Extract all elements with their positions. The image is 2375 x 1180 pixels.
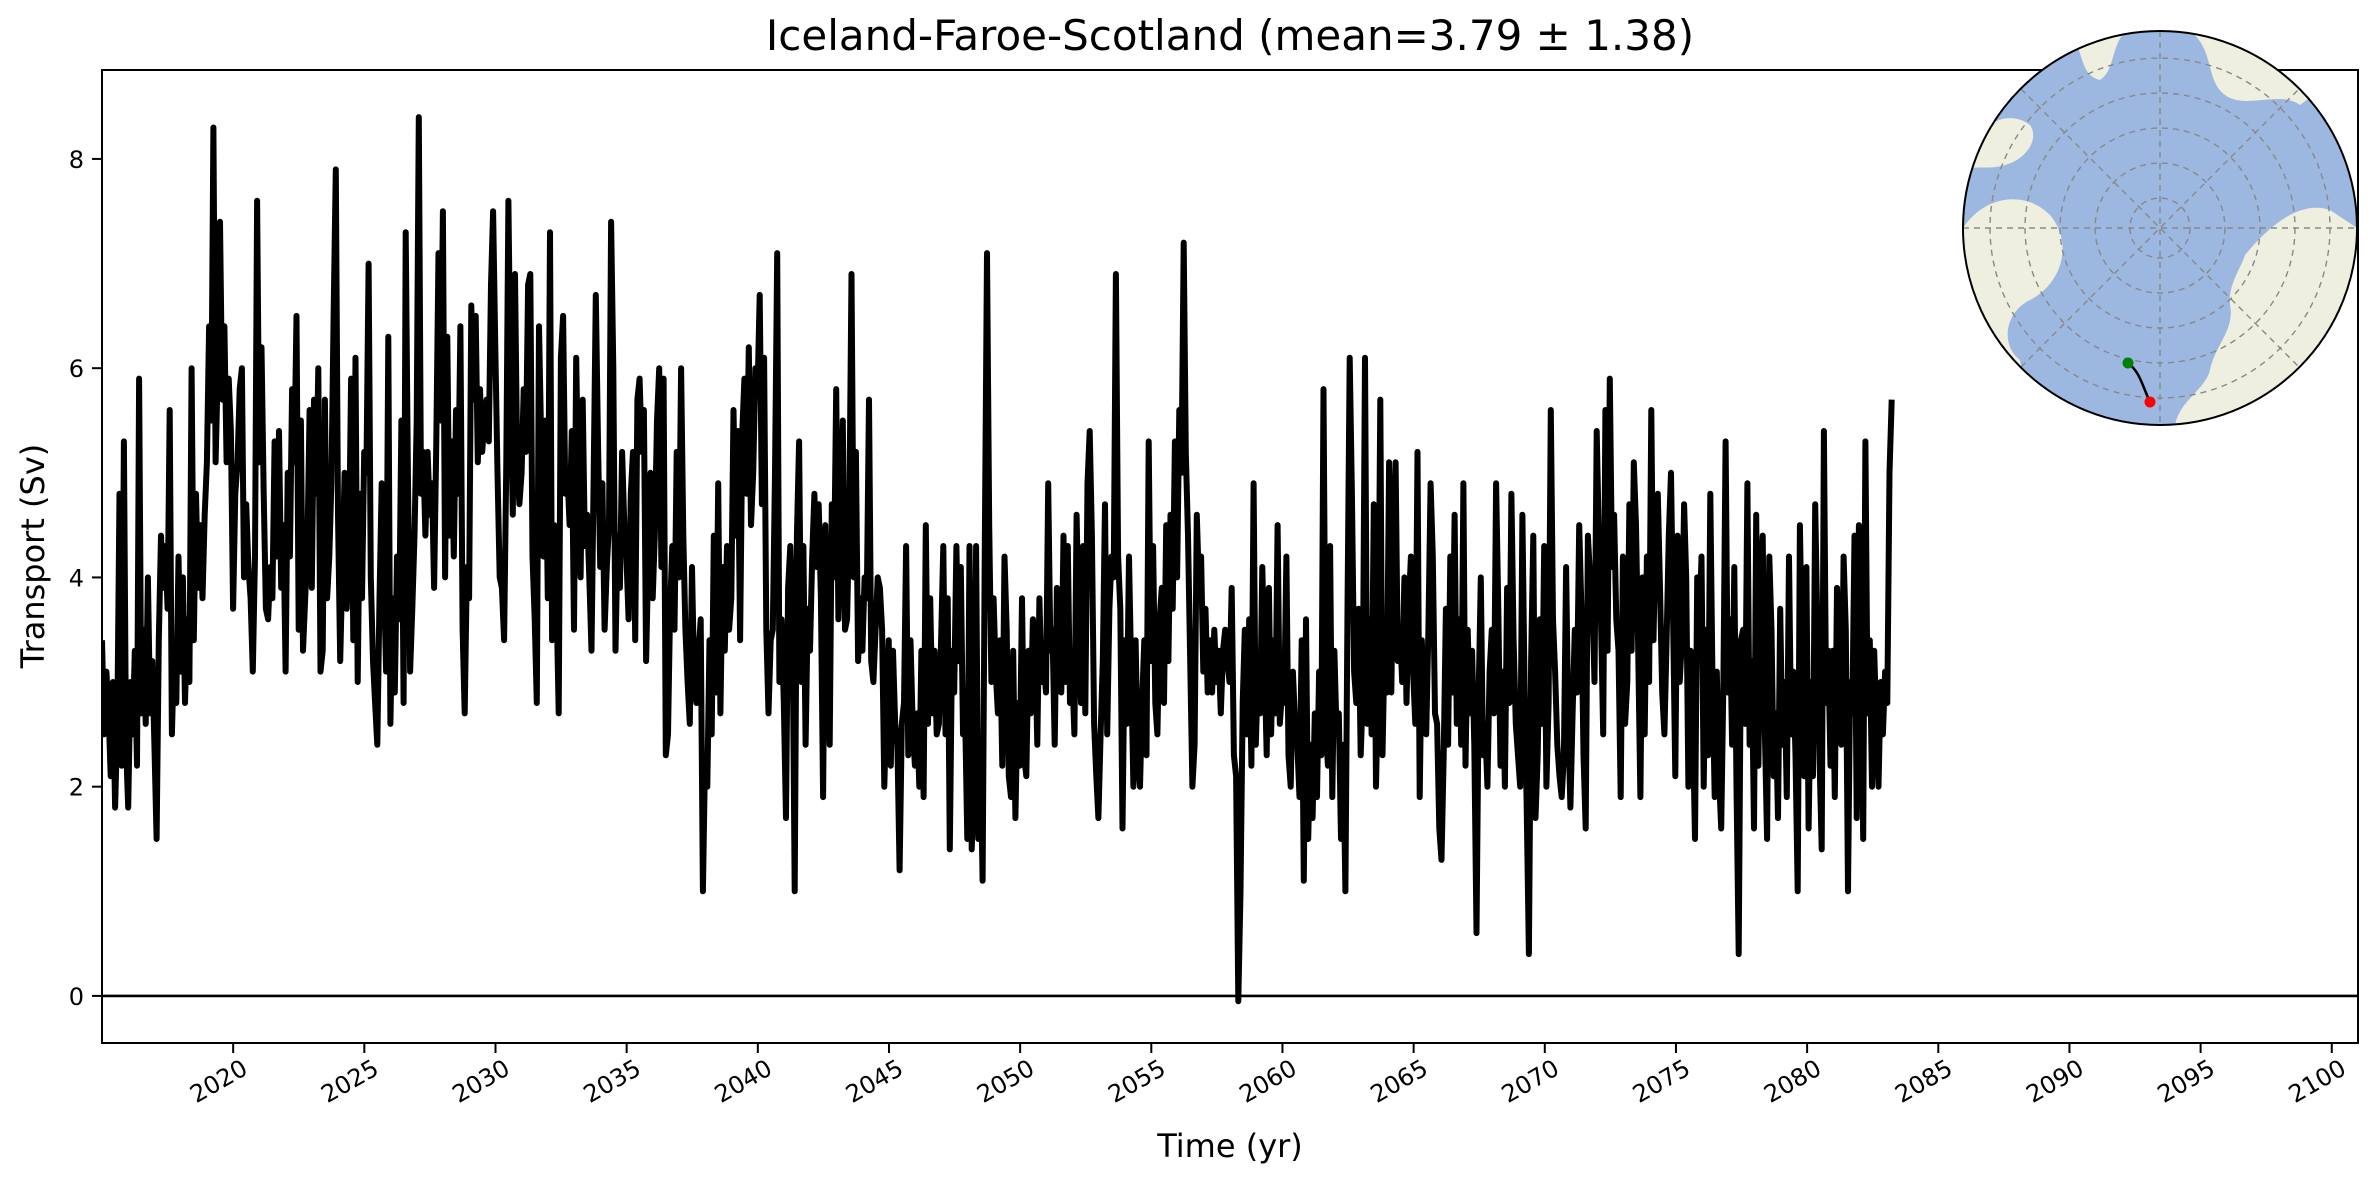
x-tick-label: 2090	[2022, 1054, 2089, 1109]
inset-globe-map	[1962, 30, 2358, 426]
y-axis-ticks: 0 2 4 6 8	[69, 146, 102, 1011]
x-tick-label: 2050	[972, 1054, 1039, 1109]
globe-outline	[1962, 30, 2358, 426]
y-tick-label: 8	[69, 146, 84, 174]
x-tick-label: 2045	[841, 1054, 908, 1109]
x-tick-label: 2100	[2284, 1054, 2351, 1109]
x-axis-ticks: 2020 2025 2030 2035 2040 2045 2050 2055 2060 2065…	[185, 1043, 2351, 1109]
series-line	[102, 114, 1895, 1005]
series-points	[102, 117, 1892, 1002]
x-tick-label: 2060	[1235, 1054, 1302, 1109]
x-tick-label: 2095	[2153, 1054, 2220, 1109]
y-tick-label: 0	[69, 983, 84, 1011]
section-end-marker	[2144, 396, 2156, 408]
x-tick-label: 2085	[1890, 1054, 1957, 1109]
x-tick-label: 2030	[448, 1054, 515, 1109]
x-tick-label: 2020	[185, 1054, 252, 1109]
x-tick-label: 2055	[1103, 1054, 1170, 1109]
plot-frame	[101, 69, 2359, 1044]
y-tick-label: 4	[69, 564, 84, 592]
y-tick-label: 2	[69, 774, 84, 802]
x-tick-label: 2040	[710, 1054, 777, 1109]
x-tick-label: 2080	[1759, 1054, 1826, 1109]
globe-gridlines	[1963, 31, 2357, 425]
x-axis-label: Time (yr)	[1156, 1127, 1303, 1165]
x-tick-label: 2065	[1366, 1054, 1433, 1109]
x-tick-label: 2025	[316, 1054, 383, 1109]
y-tick-label: 6	[69, 355, 84, 383]
chart-title: Iceland-Faroe-Scotland (mean=3.79 ± 1.38…	[766, 11, 1694, 60]
x-tick-label: 2075	[1628, 1054, 1695, 1109]
y-axis-label: Transport (Sv)	[14, 444, 52, 670]
x-tick-label: 2035	[579, 1054, 646, 1109]
x-tick-label: 2070	[1497, 1054, 1564, 1109]
section-start-marker	[2122, 357, 2134, 369]
